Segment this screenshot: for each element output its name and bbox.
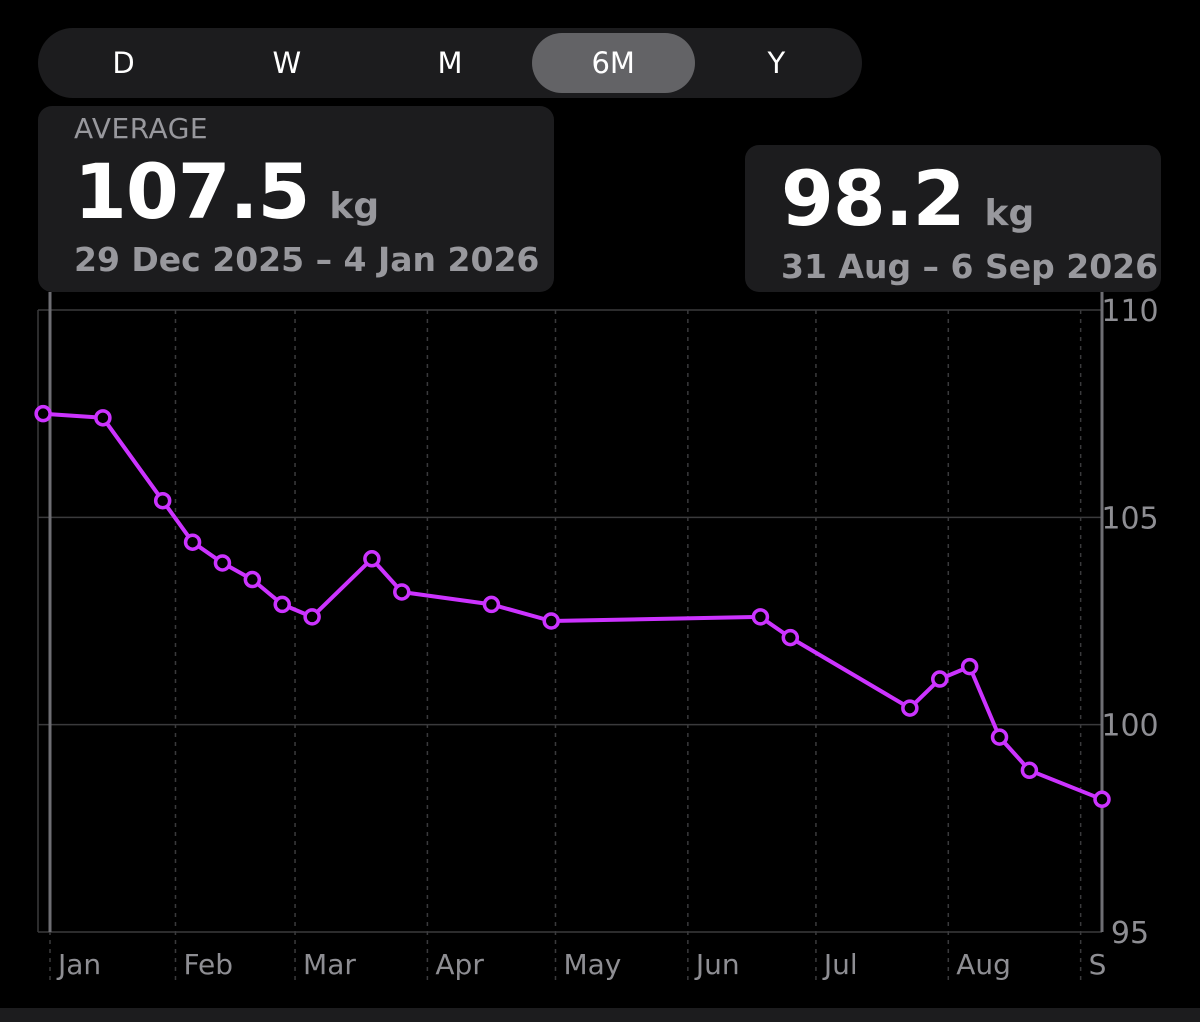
data-point-7 xyxy=(303,608,321,626)
data-point-2 xyxy=(153,491,172,510)
average-date-range: 29 Dec 2025 – 4 Jan 2026 xyxy=(74,240,540,279)
data-point-6 xyxy=(273,595,291,614)
y-tick-label-100: 100 xyxy=(1101,709,1158,744)
selection-layer xyxy=(48,292,1104,932)
selected-value-row: 98.2 kg xyxy=(781,161,1125,237)
data-point-18 xyxy=(1020,761,1039,780)
y-tick-label-95: 95 xyxy=(1111,916,1149,951)
weight-series-line xyxy=(38,411,1103,802)
data-point-15 xyxy=(931,670,949,688)
y-tick-label-110: 110 xyxy=(1101,294,1158,329)
time-range-segmented-control: D W M 6M Y xyxy=(38,28,862,98)
average-callout: AVERAGE 107.5 kg 29 Dec 2025 – 4 Jan 202… xyxy=(38,106,554,292)
data-point-1 xyxy=(94,409,112,427)
average-label: AVERAGE xyxy=(74,112,209,145)
segment-day[interactable]: D xyxy=(112,46,135,80)
data-point-3 xyxy=(183,533,202,551)
data-point-16 xyxy=(960,657,979,676)
month-label-mar: Mar xyxy=(303,948,356,981)
average-value: 107.5 xyxy=(74,147,310,236)
series-layer xyxy=(38,411,1103,802)
segment-six-months[interactable]: 6M xyxy=(531,33,695,93)
data-point-0 xyxy=(34,404,52,423)
selected-value: 98.2 xyxy=(781,154,966,243)
data-point-5 xyxy=(243,570,262,589)
data-point-13 xyxy=(781,628,800,647)
month-label-aug: Aug xyxy=(956,948,1011,981)
segment-month[interactable]: M xyxy=(437,46,463,80)
data-point-4 xyxy=(213,554,232,572)
axis-layer: 95 100 105 110 Jan Feb Mar Apr May Jun Jul Aug S xyxy=(56,294,1159,981)
data-point-19 xyxy=(1093,790,1111,809)
data-point-11 xyxy=(542,612,560,630)
segment-week[interactable]: W xyxy=(272,46,302,80)
data-point-9 xyxy=(393,583,411,601)
month-label-apr: Apr xyxy=(435,948,484,981)
month-label-jul: Jul xyxy=(822,948,858,981)
data-point-17 xyxy=(990,728,1009,746)
points-layer xyxy=(34,404,1111,809)
average-unit: kg xyxy=(329,186,380,227)
month-label-jan: Jan xyxy=(56,948,101,981)
average-value-row: 107.5 kg xyxy=(74,154,518,230)
selected-date-range: 31 Aug – 6 Sep 2026 xyxy=(781,247,1159,286)
segment-year[interactable]: Y xyxy=(767,46,786,80)
data-point-12 xyxy=(751,608,770,626)
data-point-10 xyxy=(482,595,501,614)
selected-point-callout: 98.2 kg 31 Aug – 6 Sep 2026 xyxy=(745,145,1161,292)
month-label-jun: Jun xyxy=(694,948,740,981)
month-label-may: May xyxy=(563,948,621,981)
bottom-bar xyxy=(0,1008,1200,1022)
data-point-8 xyxy=(363,550,381,568)
y-tick-label-105: 105 xyxy=(1101,501,1158,536)
grid-layer xyxy=(37,309,1102,980)
data-point-14 xyxy=(901,699,919,717)
selected-unit: kg xyxy=(984,193,1035,234)
month-label-s: S xyxy=(1089,948,1107,981)
month-label-feb: Feb xyxy=(183,948,233,981)
